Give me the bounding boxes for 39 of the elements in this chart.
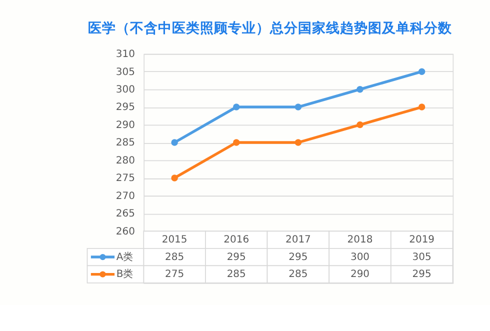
point <box>356 121 364 128</box>
data-label: 295 <box>288 252 308 263</box>
legend-label: A类 <box>116 250 134 263</box>
y-tick-label: 300 <box>116 84 135 96</box>
y-tick-label: 305 <box>116 66 135 78</box>
point <box>294 104 302 110</box>
y-tick-label: 270 <box>116 190 135 202</box>
legend-label: B类 <box>116 268 134 280</box>
data-label: 285 <box>165 252 184 263</box>
point <box>294 139 302 146</box>
y-tick-label: 260 <box>116 226 135 238</box>
point <box>171 139 178 146</box>
x-tick-label: 2017 <box>285 234 311 246</box>
x-tick-label: 2015 <box>162 234 188 246</box>
point <box>232 104 240 110</box>
point <box>232 139 240 146</box>
point <box>418 68 426 75</box>
data-label: 295 <box>226 252 246 263</box>
chart-title: 医学（不含中医类照顾专业）总分国家线趋势图及单科分数 <box>88 20 453 36</box>
point <box>356 86 364 93</box>
y-tick-label: 310 <box>116 49 135 60</box>
data-label: 285 <box>288 269 308 280</box>
data-label: 285 <box>226 269 246 280</box>
x-tick-label: 2016 <box>224 234 250 246</box>
y-tick-label: 280 <box>116 155 135 166</box>
y-tick-label: 290 <box>116 120 135 131</box>
x-tick-label: 2019 <box>409 234 435 246</box>
y-tick-label: 285 <box>116 138 135 149</box>
data-label: 305 <box>412 252 432 263</box>
data-label: 295 <box>412 269 432 280</box>
data-label: 300 <box>350 252 370 263</box>
data-label: 290 <box>350 269 370 280</box>
point <box>171 174 178 182</box>
y-tick-label: 275 <box>116 173 135 184</box>
y-tick-label: 265 <box>116 208 135 220</box>
x-tick-label: 2018 <box>347 234 373 246</box>
point <box>418 104 426 110</box>
y-tick-label: 295 <box>116 102 135 114</box>
data-label: 275 <box>165 269 184 280</box>
